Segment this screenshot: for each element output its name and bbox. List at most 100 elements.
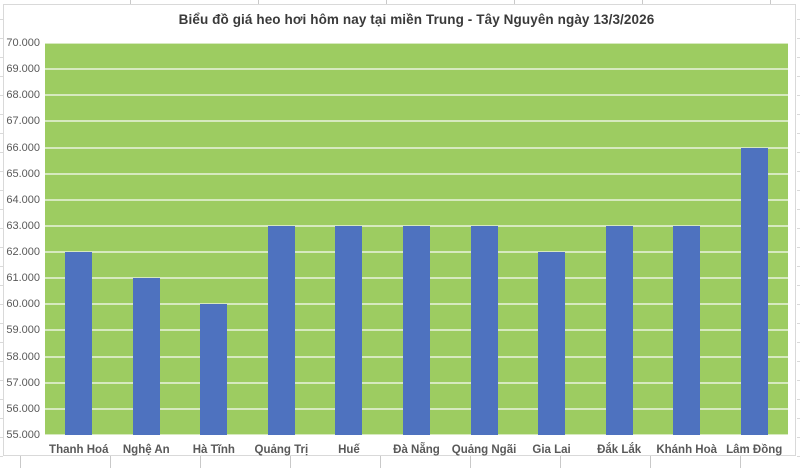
- y-tick-label: 65.000: [6, 167, 40, 180]
- y-axis: 70.000 69.000 68.000 67.000 66.000 65.000 64.0…: [4, 37, 40, 441]
- y-tick-label: 68.000: [6, 89, 40, 102]
- gridline: [45, 94, 788, 97]
- sheet-row-line: [0, 418, 3, 419]
- sheet-row-line: [0, 266, 3, 267]
- y-tick-label: 63.000: [6, 219, 40, 232]
- y-tick-label: 55.000: [6, 429, 40, 441]
- x-tick-label: Gia Lai: [532, 444, 571, 456]
- gridline: [45, 43, 788, 44]
- x-tick-label: Đắk Lắk: [597, 444, 642, 456]
- bar-Đắk Lắk[interactable]: [605, 225, 633, 435]
- sheet-column-line: [470, 456, 471, 468]
- chart-object[interactable]: Biểu đồ giá heo hơi hôm nay tại miền Tru…: [3, 4, 796, 456]
- y-tick-label: 70.000: [6, 37, 40, 49]
- sheet-row-line: [0, 190, 3, 191]
- gridline: [45, 198, 788, 201]
- sheet-row-line: [0, 171, 3, 172]
- sheet-column-line: [200, 456, 201, 468]
- sheet-row-line: [0, 304, 3, 305]
- sheet-column-line: [380, 456, 381, 468]
- sheet-row-line: [0, 361, 3, 362]
- bar-Quảng Ngãi[interactable]: [470, 225, 498, 435]
- bar-Thanh Hoá[interactable]: [65, 252, 93, 435]
- bar-Hà Tĩnh[interactable]: [200, 304, 228, 435]
- bar-Quảng Trị[interactable]: [267, 225, 295, 435]
- x-tick-label: Huế: [338, 444, 360, 456]
- x-tick-label: Quảng Ngãi: [451, 444, 517, 456]
- sheet-row-line: [0, 456, 3, 457]
- sheet-row-line: [797, 399, 800, 400]
- gridline: [45, 146, 788, 149]
- y-tick-label: 69.000: [6, 63, 40, 76]
- sheet-column-line: [642, 0, 643, 4]
- gridline: [45, 68, 788, 71]
- sheet-strip-right: [797, 0, 800, 468]
- y-tick-label: 62.000: [6, 246, 40, 259]
- sheet-row-line: [0, 114, 3, 115]
- sheet-row-line: [0, 133, 3, 134]
- bar-Gia Lai[interactable]: [538, 252, 566, 435]
- sheet-row-line: [797, 57, 800, 58]
- y-tick-label: 56.000: [6, 402, 40, 415]
- y-tick-label: 64.000: [6, 193, 40, 206]
- sheet-row-line: [0, 247, 3, 248]
- gridline: [45, 172, 788, 175]
- y-tick-label: 67.000: [6, 115, 40, 128]
- sheet-row-line: [797, 38, 800, 39]
- sheet-row-line: [797, 361, 800, 362]
- sheet-row-line: [797, 456, 800, 457]
- sheet-row-line: [797, 228, 800, 229]
- sheet-row-line: [0, 323, 3, 324]
- gridline: [45, 120, 788, 123]
- sheet-row-line: [797, 285, 800, 286]
- x-tick-label: Hà Tĩnh: [192, 444, 235, 456]
- sheet-row-line: [797, 247, 800, 248]
- sheet-column-line: [290, 456, 291, 468]
- x-tick-label: Lâm Đồng: [726, 444, 783, 456]
- y-tick-label: 66.000: [6, 141, 40, 154]
- sheet-column-line: [770, 0, 771, 4]
- sheet-row-line: [797, 133, 800, 134]
- sheet-row-line: [0, 437, 3, 438]
- sheet-row-line: [0, 342, 3, 343]
- sheet-column-line: [110, 456, 111, 468]
- sheet-strip-left: [0, 0, 3, 468]
- sheet-row-line: [797, 19, 800, 20]
- sheet-column-line: [740, 456, 741, 468]
- sheet-row-line: [797, 380, 800, 381]
- bar-Đà Nẵng[interactable]: [403, 225, 430, 435]
- x-tick-label: Đà Nẵng: [393, 444, 440, 456]
- sheet-row-line: [797, 304, 800, 305]
- x-tick-label: Thanh Hoá: [49, 444, 109, 456]
- x-tick-label: Khánh Hoà: [656, 444, 718, 456]
- sheet-row-line: [797, 76, 800, 77]
- y-tick-label: 58.000: [6, 350, 40, 363]
- sheet-row-line: [0, 95, 3, 96]
- sheet-row-line: [0, 57, 3, 58]
- sheet-strip-bottom: [0, 456, 800, 468]
- gridline: [45, 224, 788, 227]
- sheet-row-line: [0, 38, 3, 39]
- sheet-row-line: [0, 380, 3, 381]
- sheet-row-line: [0, 399, 3, 400]
- bar-Lâm Đồng[interactable]: [740, 147, 768, 435]
- x-tick-label: Nghệ An: [122, 444, 170, 456]
- sheet-column-line: [514, 0, 515, 4]
- bar-Nghệ An[interactable]: [132, 278, 160, 435]
- plot-area: [45, 43, 788, 435]
- sheet-row-line: [797, 114, 800, 115]
- sheet-row-line: [0, 228, 3, 229]
- bar-Khánh Hoà[interactable]: [673, 225, 701, 435]
- sheet-column-line: [130, 0, 131, 4]
- bar-Huế[interactable]: [335, 225, 363, 435]
- sheet-row-line: [0, 152, 3, 153]
- chart-title: Biểu đồ giá heo hơi hôm nay tại miền Tru…: [178, 12, 655, 27]
- sheet-column-line: [650, 456, 651, 468]
- sheet-row-line: [797, 190, 800, 191]
- sheet-row-line: [0, 209, 3, 210]
- sheet-row-line: [797, 152, 800, 153]
- sheet-column-line: [560, 456, 561, 468]
- y-tick-label: 57.000: [6, 376, 40, 389]
- x-tick-label: Quảng Trị: [254, 444, 309, 456]
